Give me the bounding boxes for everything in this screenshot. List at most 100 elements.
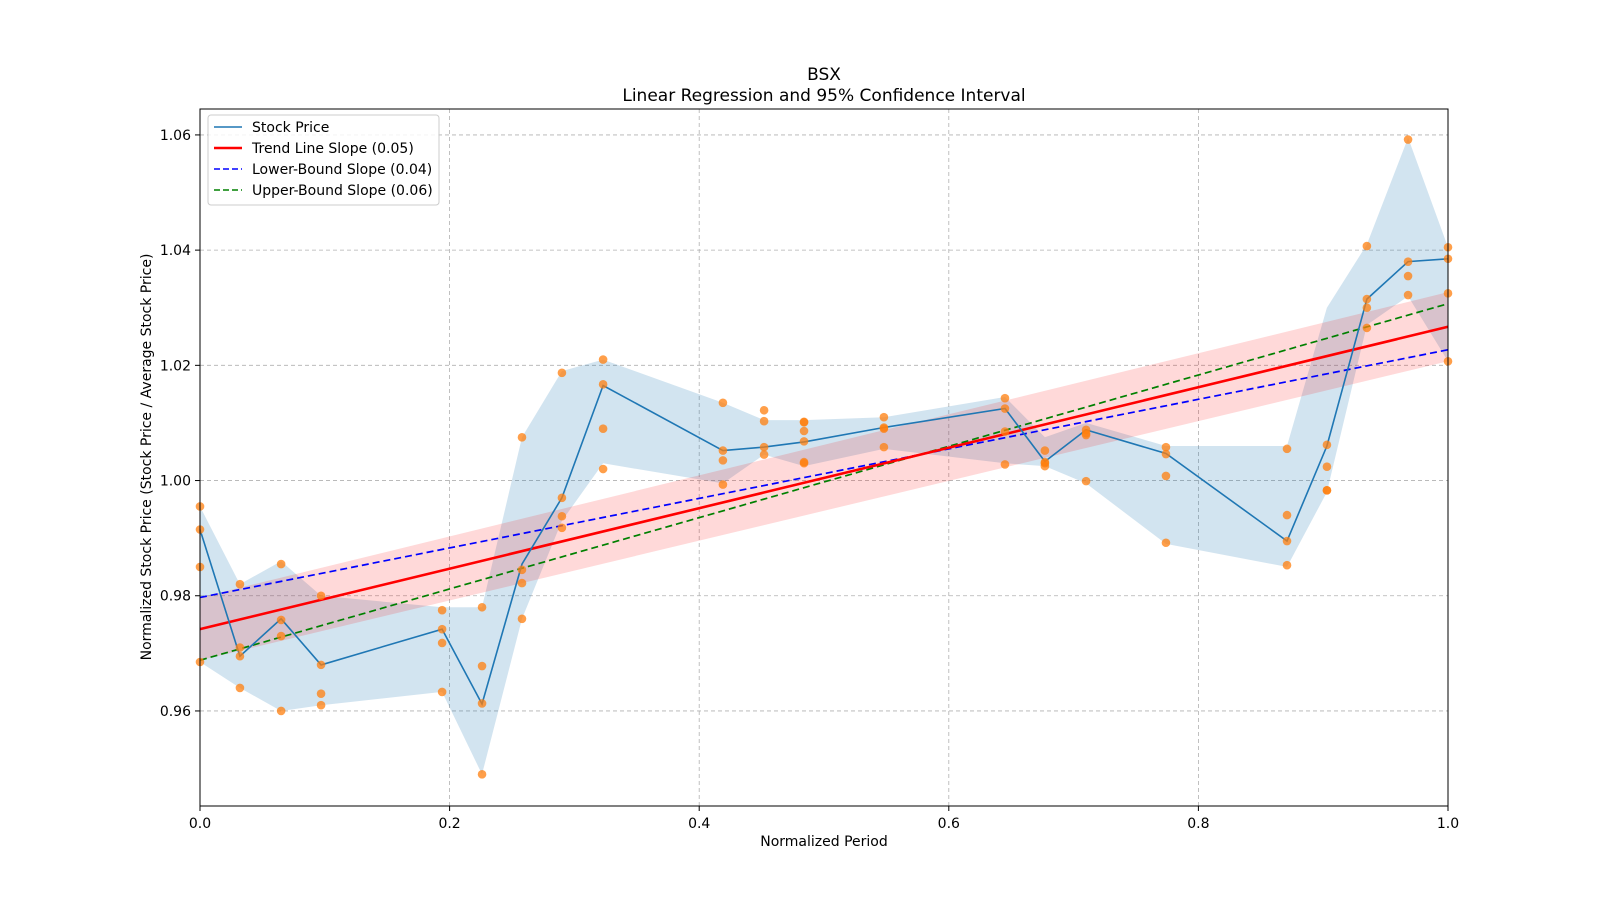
scatter-point xyxy=(598,355,608,364)
x-tick-label: 0.4 xyxy=(688,816,710,832)
scatter-point xyxy=(1403,257,1413,266)
upper-bound-line xyxy=(199,302,1449,662)
x-tick-label: 0.8 xyxy=(1187,816,1209,832)
scatter-point xyxy=(1322,486,1332,495)
scatter-point xyxy=(1161,442,1171,452)
scatter-point xyxy=(1282,510,1292,520)
scatter-point xyxy=(276,631,286,641)
scatter-point xyxy=(1362,294,1372,304)
scatter-point xyxy=(235,651,245,661)
plot-frame xyxy=(199,108,1449,807)
scatter-point xyxy=(1362,303,1372,313)
scatter-point xyxy=(879,424,889,433)
scatter-point xyxy=(1403,135,1413,144)
scatter-point xyxy=(1322,462,1332,472)
legend-label-trend-line: Trend Line Slope (0.05) xyxy=(251,141,414,157)
trend-confidence-band xyxy=(200,292,1448,661)
x-axis-label: Normalized Period xyxy=(760,834,888,850)
scatter-point xyxy=(799,458,809,468)
scatter-point xyxy=(1040,458,1050,468)
chart-title: BSX xyxy=(807,65,841,85)
trend-line xyxy=(199,325,1449,631)
y-tick-label: 0.98 xyxy=(160,589,191,605)
scatter-point xyxy=(437,605,447,615)
scatter-point xyxy=(1161,471,1171,481)
stock-price-line xyxy=(199,258,1449,707)
scatter-point xyxy=(235,579,245,589)
scatter-point xyxy=(1161,538,1171,548)
scatter-point xyxy=(316,660,326,670)
scatter-point xyxy=(799,426,809,436)
scatter-point xyxy=(557,493,567,503)
scatter-point xyxy=(235,683,245,693)
tick-layer: 0.0 0.2 0.4 0.6 0.8 1.0 0.96 0.98 1.00 1.02 1.04 1.… xyxy=(160,128,1459,832)
scatter-point xyxy=(1282,560,1292,570)
scatter-point xyxy=(799,418,809,427)
scatter-point xyxy=(477,770,487,779)
x-tick-label: 1.0 xyxy=(1437,816,1459,832)
scatter-point xyxy=(799,437,809,446)
scatter-point xyxy=(437,687,447,697)
scatter-point xyxy=(598,380,608,389)
scatter-point xyxy=(1000,460,1010,469)
y-tick-label: 1.02 xyxy=(160,358,191,374)
scatter-point xyxy=(759,450,769,459)
band-layer xyxy=(200,137,1448,775)
y-axis-label: Normalized Stock Price (Stock Price / Av… xyxy=(139,254,155,661)
scatter-point xyxy=(235,643,245,652)
x-tick-label: 0.2 xyxy=(438,816,460,832)
scatter-point xyxy=(1322,440,1332,450)
scatter-point xyxy=(316,591,326,601)
scatter-point xyxy=(557,523,567,533)
scatter-point xyxy=(437,624,447,634)
y-tick-label: 1.04 xyxy=(160,243,191,259)
scatter-point xyxy=(1040,446,1050,455)
scatter-point xyxy=(759,405,769,415)
y-tick-label: 0.96 xyxy=(160,704,191,720)
scatter-point xyxy=(1000,393,1010,403)
line-layer xyxy=(199,258,1449,707)
scatter-point xyxy=(1282,444,1292,454)
scatter-point xyxy=(1403,271,1413,281)
scatter-point xyxy=(557,368,567,378)
x-tick-label: 0.6 xyxy=(938,816,960,832)
lower-bound-line xyxy=(199,348,1449,599)
y-tick-label: 1.00 xyxy=(160,474,191,490)
scatter-point xyxy=(557,511,567,521)
scatter-point xyxy=(718,398,728,408)
scatter-point xyxy=(276,706,286,716)
scatter-point xyxy=(1081,476,1091,486)
scatter-point xyxy=(1362,241,1372,251)
scatter-point xyxy=(517,433,527,442)
legend-label-upper-bound: Upper-Bound Slope (0.06) xyxy=(252,183,433,199)
scatter-point xyxy=(316,689,326,698)
scatter-point xyxy=(517,565,527,575)
scatter-point xyxy=(718,446,728,455)
legend-box xyxy=(207,114,440,206)
legend-label-stock-price: Stock Price xyxy=(252,120,329,136)
scatter-point xyxy=(718,480,728,489)
scatter-point xyxy=(598,424,608,433)
scatter-point xyxy=(1282,536,1292,546)
y-tick-label: 1.06 xyxy=(160,128,191,144)
point-layer xyxy=(195,135,1453,779)
scatter-point xyxy=(1403,290,1413,300)
scatter-point xyxy=(1161,449,1171,459)
scatter-point xyxy=(1000,427,1010,436)
scatter-point xyxy=(517,578,527,588)
scatter-point xyxy=(276,615,286,625)
scatter-point xyxy=(276,559,286,569)
scatter-point xyxy=(1000,404,1010,413)
scatter-point xyxy=(718,456,728,465)
x-tick-label: 0.0 xyxy=(189,816,211,832)
scatter-point xyxy=(759,442,769,452)
scatter-point xyxy=(879,412,889,422)
scatter-point xyxy=(437,638,447,648)
legend: Stock Price Trend Line Slope (0.05) Lowe… xyxy=(207,114,440,206)
chart-subtitle: Linear Regression and 95% Confidence Int… xyxy=(622,86,1025,106)
scatter-point xyxy=(759,416,769,426)
scatter-point xyxy=(316,700,326,710)
stock-price-band xyxy=(200,137,1448,775)
scatter-point xyxy=(1362,323,1372,333)
